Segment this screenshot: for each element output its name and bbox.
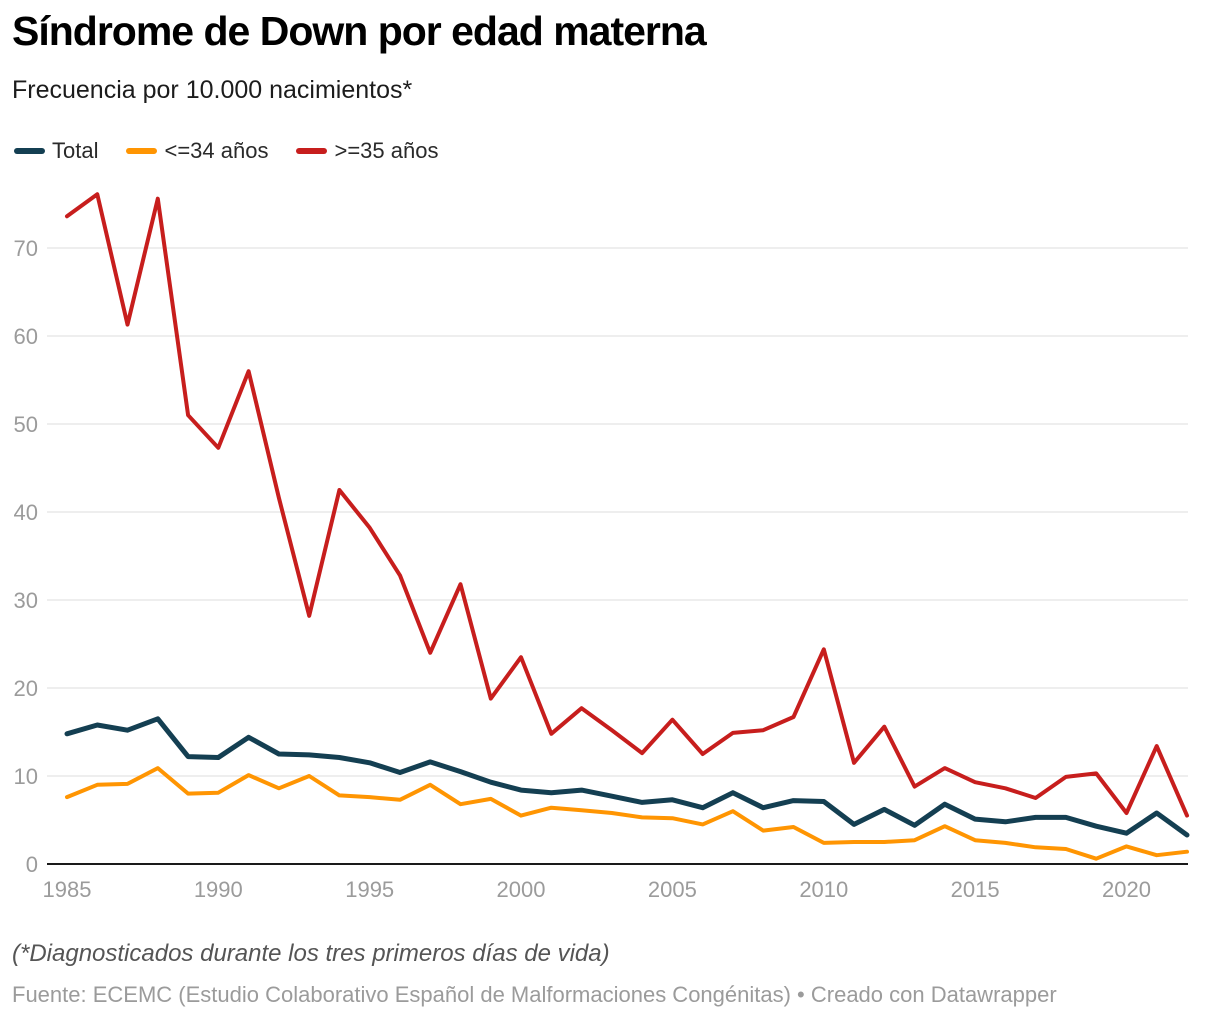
svg-text:70: 70: [14, 236, 38, 261]
svg-text:2000: 2000: [497, 877, 546, 902]
chart-footnote: (*Diagnosticados durante los tres primer…: [12, 940, 610, 967]
svg-text:1995: 1995: [345, 877, 394, 902]
legend-label: >=35 años: [334, 138, 439, 163]
svg-text:50: 50: [14, 412, 38, 437]
svg-text:10: 10: [14, 764, 38, 789]
svg-text:60: 60: [14, 324, 38, 349]
chart-legend: Total <=34 años >=35 años: [14, 138, 438, 164]
svg-text:1990: 1990: [194, 877, 243, 902]
legend-swatch-over35: [296, 148, 328, 154]
legend-item-over35: >=35 años: [296, 138, 438, 164]
svg-text:2005: 2005: [648, 877, 697, 902]
line-chart-area: 0 10 20 30 40 50 60 70 1985 1990 1995 2000 2005 2010 2…: [0, 170, 1220, 915]
chart-subtitle: Frecuencia por 10.000 nacimientos*: [12, 76, 413, 104]
legend-label: <=34 años: [164, 138, 269, 163]
svg-text:0: 0: [26, 852, 38, 877]
source-line: Fuente: ECEMC (Estudio Colaborativo Espa…: [12, 982, 1057, 1007]
svg-text:1985: 1985: [43, 877, 92, 902]
legend-swatch-total: [14, 148, 45, 154]
legend-item-under34: <=34 años: [126, 138, 268, 164]
svg-text:30: 30: [14, 588, 38, 613]
line-chart-svg: 0 10 20 30 40 50 60 70 1985 1990 1995 2000 2005 2010 2…: [14, 192, 1190, 902]
svg-text:2010: 2010: [799, 877, 848, 902]
legend-item-total: Total: [14, 138, 98, 164]
svg-text:2015: 2015: [951, 877, 1000, 902]
legend-swatch-under34: [126, 148, 158, 154]
svg-text:40: 40: [14, 500, 38, 525]
svg-text:20: 20: [14, 676, 38, 701]
svg-text:2020: 2020: [1102, 877, 1151, 902]
legend-label: Total: [52, 138, 99, 163]
page-title: Síndrome de Down por edad materna: [12, 8, 707, 54]
